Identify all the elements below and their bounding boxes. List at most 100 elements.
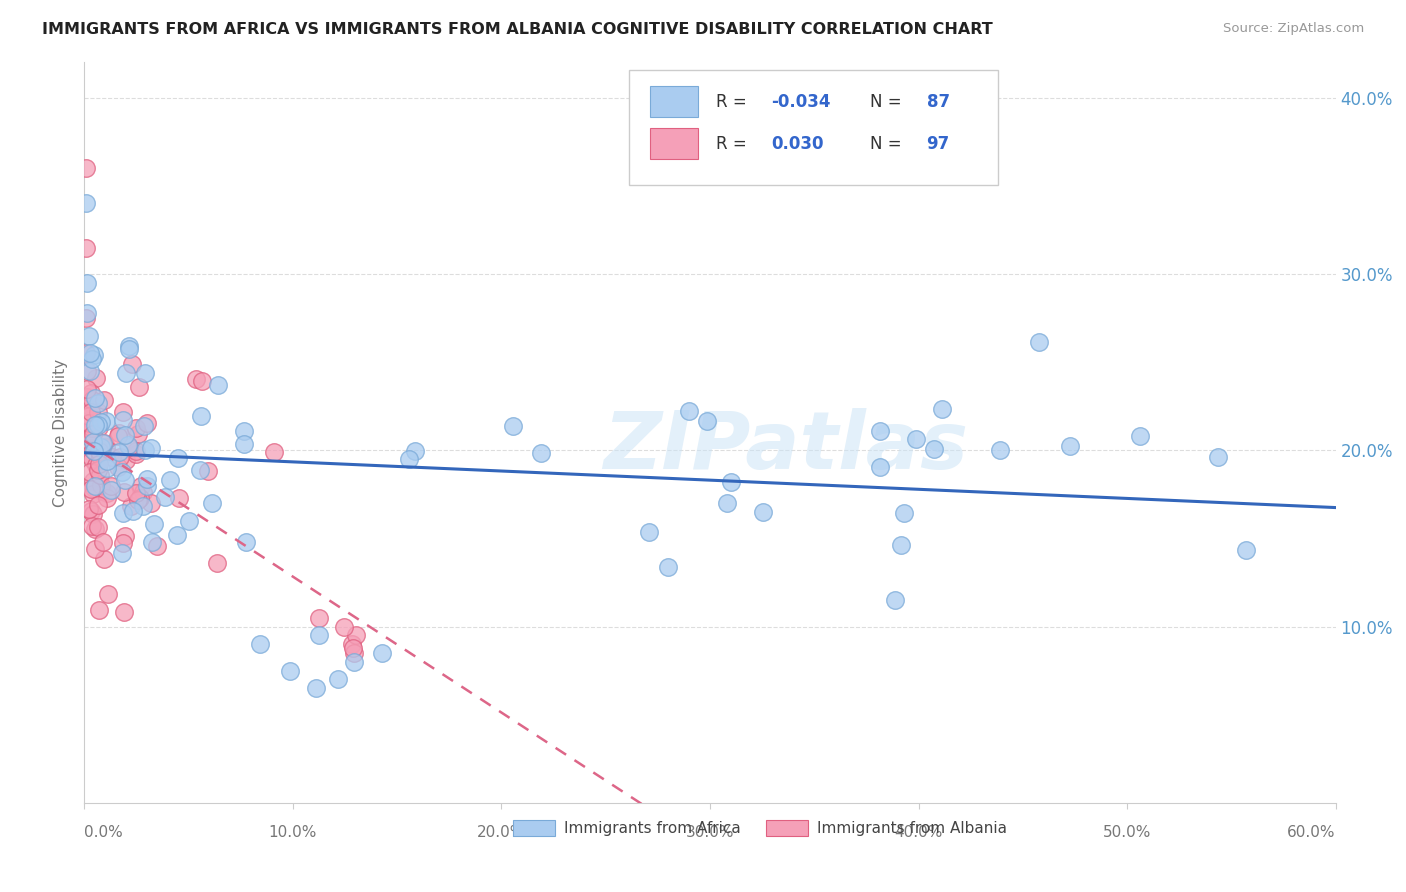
Point bbox=[77, 502, 100, 516]
Point bbox=[118, 343, 141, 357]
Point bbox=[86, 450, 108, 464]
Point bbox=[94, 440, 117, 454]
Point bbox=[118, 440, 141, 454]
Point bbox=[191, 374, 214, 388]
Point bbox=[84, 458, 107, 472]
Point bbox=[75, 311, 97, 326]
Point bbox=[136, 479, 159, 493]
Point bbox=[1129, 429, 1152, 443]
Text: -0.034: -0.034 bbox=[772, 93, 831, 111]
Point bbox=[114, 473, 136, 487]
Point bbox=[89, 449, 111, 463]
Point bbox=[344, 628, 367, 642]
Text: Immigrants from Albania: Immigrants from Albania bbox=[817, 822, 1007, 836]
Point bbox=[177, 514, 200, 528]
Point bbox=[114, 427, 136, 442]
Point bbox=[90, 450, 112, 464]
Point bbox=[343, 646, 366, 660]
Text: 30.0%: 30.0% bbox=[686, 825, 734, 840]
Point bbox=[890, 538, 912, 552]
Point bbox=[371, 646, 394, 660]
Point bbox=[108, 425, 131, 440]
Point bbox=[657, 560, 679, 574]
Point bbox=[90, 478, 112, 492]
Point bbox=[100, 483, 122, 498]
Point bbox=[869, 424, 891, 438]
Point bbox=[80, 393, 103, 408]
Point bbox=[93, 552, 115, 566]
Point bbox=[114, 529, 136, 543]
Point bbox=[159, 473, 181, 487]
Point bbox=[77, 448, 100, 462]
Point bbox=[1028, 335, 1050, 350]
Point bbox=[79, 442, 101, 456]
Point bbox=[142, 516, 165, 531]
Point bbox=[232, 424, 254, 438]
Point bbox=[112, 405, 135, 419]
Point bbox=[80, 482, 103, 496]
Text: Immigrants from Africa: Immigrants from Africa bbox=[564, 822, 741, 836]
Point bbox=[235, 535, 257, 549]
Point bbox=[96, 414, 118, 428]
Point bbox=[83, 391, 105, 405]
Text: 20.0%: 20.0% bbox=[477, 825, 526, 840]
Text: 60.0%: 60.0% bbox=[1288, 825, 1336, 840]
Point bbox=[90, 415, 112, 429]
Point bbox=[77, 409, 100, 423]
Point bbox=[131, 499, 153, 513]
Point bbox=[83, 542, 105, 557]
Point bbox=[166, 528, 188, 542]
Point bbox=[96, 486, 118, 500]
Point bbox=[93, 435, 115, 450]
Point bbox=[108, 444, 131, 458]
Point bbox=[328, 673, 350, 687]
Point bbox=[201, 495, 224, 509]
Point bbox=[87, 442, 110, 457]
Point bbox=[186, 371, 208, 385]
Point bbox=[111, 413, 134, 427]
Point bbox=[86, 498, 108, 512]
Point bbox=[76, 276, 98, 290]
Point bbox=[82, 435, 104, 450]
Point bbox=[112, 605, 135, 619]
Point bbox=[76, 364, 98, 378]
Point bbox=[82, 442, 104, 457]
Point bbox=[990, 443, 1012, 458]
Point bbox=[129, 479, 152, 493]
Point bbox=[77, 328, 100, 343]
Point bbox=[96, 454, 118, 468]
Text: 10.0%: 10.0% bbox=[269, 825, 318, 840]
FancyBboxPatch shape bbox=[650, 87, 697, 117]
Point bbox=[91, 534, 114, 549]
Point bbox=[107, 459, 129, 474]
Point bbox=[80, 421, 103, 435]
Point bbox=[340, 637, 363, 651]
Point bbox=[86, 405, 108, 419]
Text: 50.0%: 50.0% bbox=[1102, 825, 1152, 840]
Point bbox=[80, 425, 103, 439]
Point bbox=[108, 450, 131, 464]
Point bbox=[84, 479, 107, 493]
Point bbox=[188, 463, 211, 477]
Point bbox=[86, 520, 108, 534]
Point bbox=[263, 445, 285, 459]
Point bbox=[716, 496, 738, 510]
Point bbox=[75, 196, 97, 211]
Point bbox=[308, 628, 330, 642]
Text: N =: N = bbox=[870, 135, 907, 153]
Point bbox=[893, 506, 915, 520]
Point bbox=[87, 463, 110, 477]
Point bbox=[79, 416, 101, 430]
Point bbox=[233, 436, 256, 450]
Point bbox=[132, 485, 155, 500]
Point bbox=[82, 474, 104, 488]
Point bbox=[107, 429, 129, 443]
Point bbox=[75, 346, 97, 360]
Text: 87: 87 bbox=[927, 93, 949, 111]
Point bbox=[135, 417, 157, 431]
Point bbox=[82, 487, 104, 501]
Text: N =: N = bbox=[870, 93, 907, 111]
Point bbox=[153, 491, 176, 505]
Point bbox=[111, 465, 134, 479]
Point bbox=[197, 464, 219, 478]
